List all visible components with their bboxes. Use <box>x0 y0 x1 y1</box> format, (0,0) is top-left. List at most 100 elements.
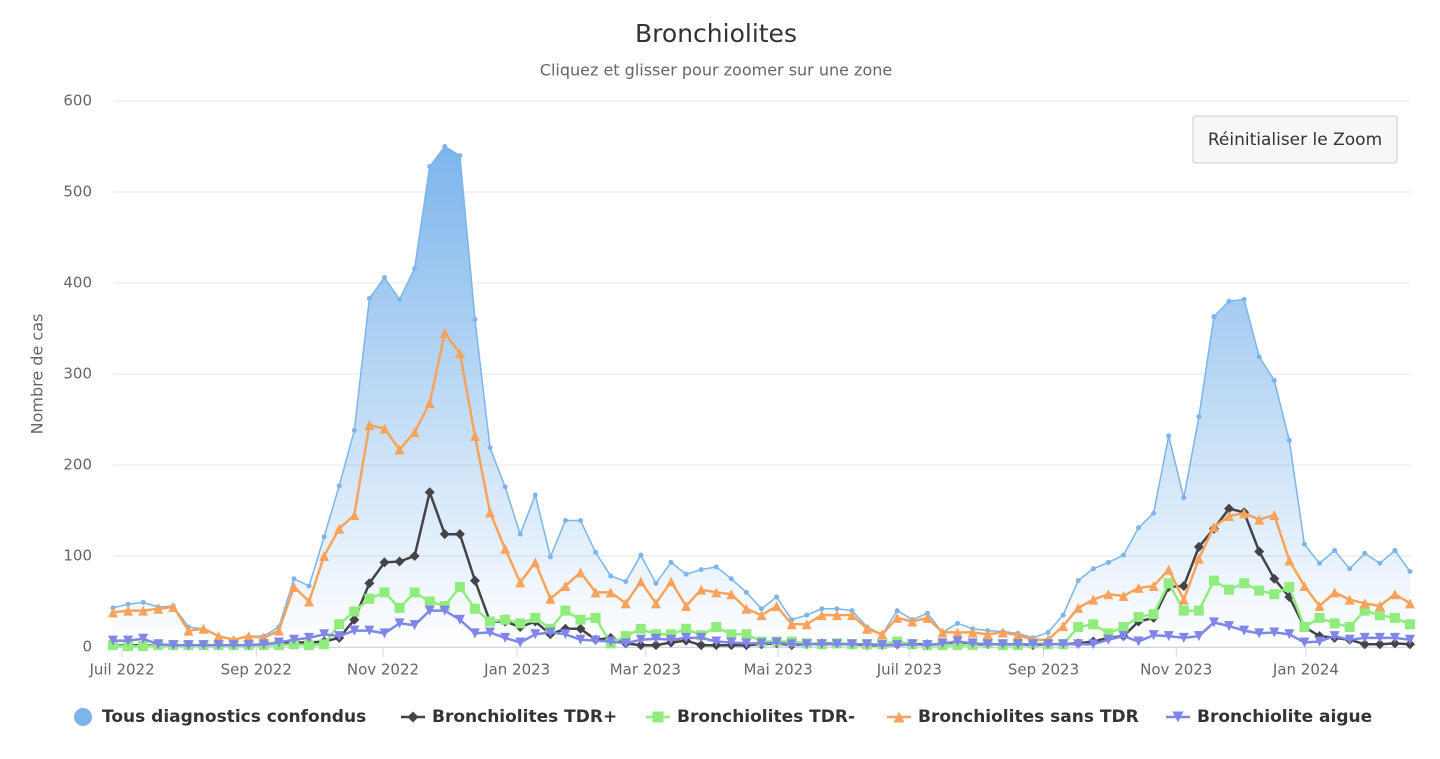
marker <box>439 328 450 339</box>
plot-area: 0 100 200 300 400 500 600 Juil 2022 Sep 2022 Nov … <box>63 92 1415 679</box>
marker <box>515 577 526 588</box>
marker <box>364 625 375 636</box>
marker <box>1088 639 1099 650</box>
marker <box>1374 601 1385 612</box>
marker <box>590 612 601 623</box>
chart-subtitle: Cliquez et glisser pour zoomer sur une z… <box>540 61 892 80</box>
marker <box>1271 377 1277 383</box>
marker <box>1344 621 1355 632</box>
marker <box>530 629 541 640</box>
legend-item[interactable]: Bronchiolites TDR- <box>646 707 855 727</box>
marker <box>711 636 722 647</box>
marker <box>409 620 420 631</box>
marker <box>816 610 827 621</box>
marker <box>1224 503 1235 514</box>
legend-label: Bronchiolite aigue <box>1197 707 1372 727</box>
marker <box>575 567 586 578</box>
marker <box>666 576 677 587</box>
marker <box>364 578 375 589</box>
marker <box>1196 414 1202 420</box>
marker <box>560 605 571 616</box>
marker <box>967 638 978 649</box>
reset-zoom-button[interactable]: Réinitialiser le Zoom <box>1192 115 1398 164</box>
marker <box>620 598 631 609</box>
marker <box>1058 621 1069 632</box>
marker <box>1344 634 1355 645</box>
marker <box>1254 585 1265 596</box>
marker <box>469 430 480 441</box>
marker <box>892 612 903 623</box>
marker <box>846 610 857 621</box>
marker <box>862 623 873 634</box>
marker <box>1224 510 1235 521</box>
marker <box>713 564 719 570</box>
marker <box>1269 589 1280 600</box>
marker <box>485 627 496 638</box>
marker <box>243 631 254 642</box>
marker <box>454 348 465 359</box>
marker <box>756 638 767 649</box>
marker <box>125 601 131 607</box>
marker <box>1088 619 1099 630</box>
marker <box>1299 637 1310 648</box>
marker <box>1178 581 1189 592</box>
marker <box>123 635 134 646</box>
marker <box>1377 560 1383 566</box>
marker <box>1389 612 1400 623</box>
marker <box>394 618 405 629</box>
marker <box>666 629 677 640</box>
marker <box>1193 541 1204 552</box>
marker <box>469 628 480 639</box>
marker <box>801 619 812 630</box>
button-label[interactable]: Réinitialiser le Zoom <box>1208 130 1382 150</box>
marker <box>273 625 284 636</box>
marker <box>1284 555 1295 566</box>
marker <box>620 631 631 642</box>
marker <box>291 576 297 582</box>
legend-item[interactable]: Bronchiolite aigue <box>1166 707 1372 727</box>
marker <box>123 605 134 616</box>
marker <box>288 634 299 645</box>
legend-symbol <box>74 708 92 726</box>
marker <box>698 567 704 573</box>
marker <box>560 629 571 640</box>
marker <box>1314 612 1325 623</box>
marker <box>349 606 360 617</box>
legend-item[interactable]: Bronchiolites TDR+ <box>401 707 617 727</box>
marker <box>786 619 797 630</box>
marker <box>1329 587 1340 598</box>
marker <box>1389 589 1400 600</box>
marker <box>500 543 511 554</box>
marker <box>439 605 450 616</box>
marker <box>351 427 357 433</box>
marker <box>1359 639 1370 650</box>
marker <box>816 639 827 650</box>
marker <box>500 614 511 625</box>
marker <box>1073 621 1084 632</box>
marker <box>530 612 541 623</box>
marker <box>562 518 568 524</box>
marker <box>1344 594 1355 605</box>
marker <box>515 618 526 629</box>
marker <box>605 636 616 647</box>
marker <box>575 614 586 625</box>
legend-item[interactable]: Bronchiolites sans TDR <box>887 707 1139 727</box>
marker <box>774 594 780 600</box>
marker <box>366 295 372 301</box>
marker <box>1224 621 1235 632</box>
marker <box>696 640 707 651</box>
marker <box>1181 495 1187 501</box>
marker <box>138 605 149 616</box>
marker <box>804 612 810 618</box>
marker <box>485 616 496 627</box>
marker <box>1193 605 1204 616</box>
marker <box>1045 629 1051 635</box>
button-background[interactable] <box>1192 115 1398 164</box>
legend: Tous diagnostics confondus Bronchiolites … <box>74 707 1372 727</box>
marker <box>334 523 345 534</box>
marker <box>457 153 463 159</box>
marker <box>819 606 825 612</box>
legend-item[interactable]: Tous diagnostics confondus <box>74 707 366 727</box>
marker <box>379 628 390 639</box>
marker <box>409 551 420 561</box>
